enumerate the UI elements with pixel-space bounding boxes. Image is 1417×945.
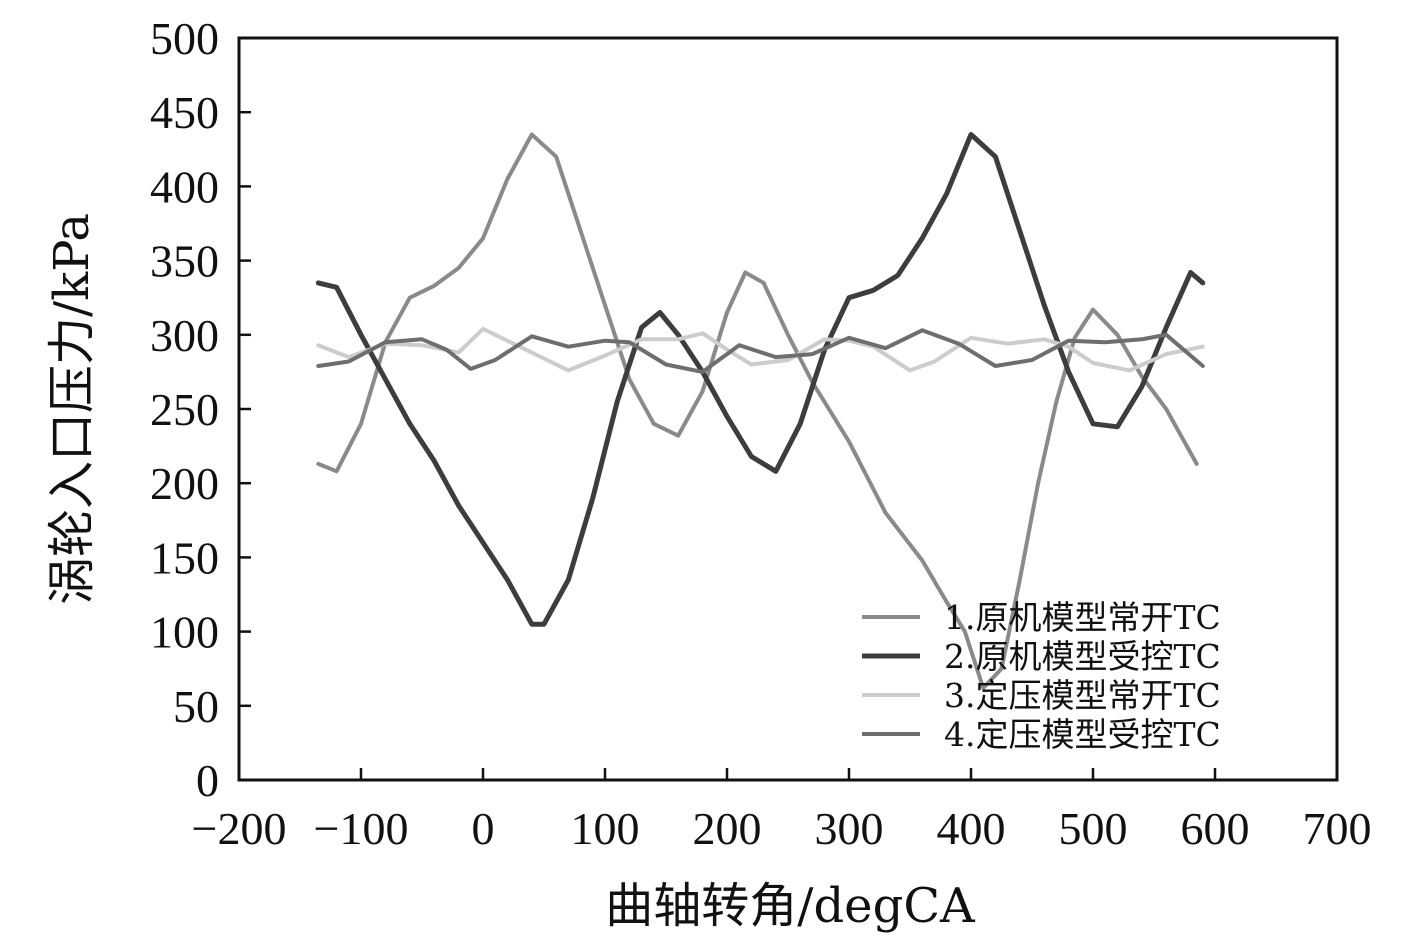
legend-label-3: 3.定压模型常开TC	[944, 676, 1221, 715]
y-tick-label: 500	[150, 13, 219, 64]
x-tick-label: 600	[1181, 803, 1250, 854]
y-axis-title: 涡轮入口压力/kPa	[44, 213, 100, 605]
x-tick-label: 400	[937, 803, 1006, 854]
series-line-2	[315, 132, 1206, 627]
y-tick-label: 400	[150, 161, 219, 212]
series-line-1	[316, 132, 1199, 690]
series-layer	[315, 132, 1206, 690]
x-axis: −200 −100 0 100 200 300 400 500 600 700	[192, 768, 1372, 854]
y-tick-label: 150	[150, 532, 219, 583]
x-axis-title: 曲轴转角/degCA	[605, 878, 976, 934]
y-tick-label: 250	[150, 384, 219, 435]
plot-frame	[237, 36, 1339, 782]
y-tick-label: 450	[150, 87, 219, 138]
legend-label-1: 1.原机模型常开TC	[944, 598, 1221, 637]
x-tick-label: 0	[472, 803, 495, 854]
x-tick-label: 200	[693, 803, 762, 854]
y-tick-label: 50	[173, 681, 219, 732]
series-line-4	[316, 328, 1205, 374]
x-tick-label: 300	[815, 803, 884, 854]
y-axis: 0 50 100 150 200 250 300 350 400 450 500	[150, 13, 251, 806]
legend-label-2: 2.原机模型受控TC	[944, 637, 1221, 676]
x-tick-label: 100	[571, 803, 640, 854]
x-tick-label: 700	[1303, 803, 1372, 854]
y-tick-label: 350	[150, 236, 219, 287]
legend-label-4: 4.定压模型受控TC	[944, 715, 1221, 754]
x-tick-label: 500	[1059, 803, 1128, 854]
y-tick-label: 300	[150, 310, 219, 361]
x-tick-label: −100	[314, 803, 409, 854]
y-tick-label: 100	[150, 607, 219, 658]
y-tick-label: 0	[196, 755, 219, 806]
x-tick-label: −200	[192, 803, 287, 854]
y-tick-label: 200	[150, 458, 219, 509]
series-line-3	[316, 326, 1205, 373]
